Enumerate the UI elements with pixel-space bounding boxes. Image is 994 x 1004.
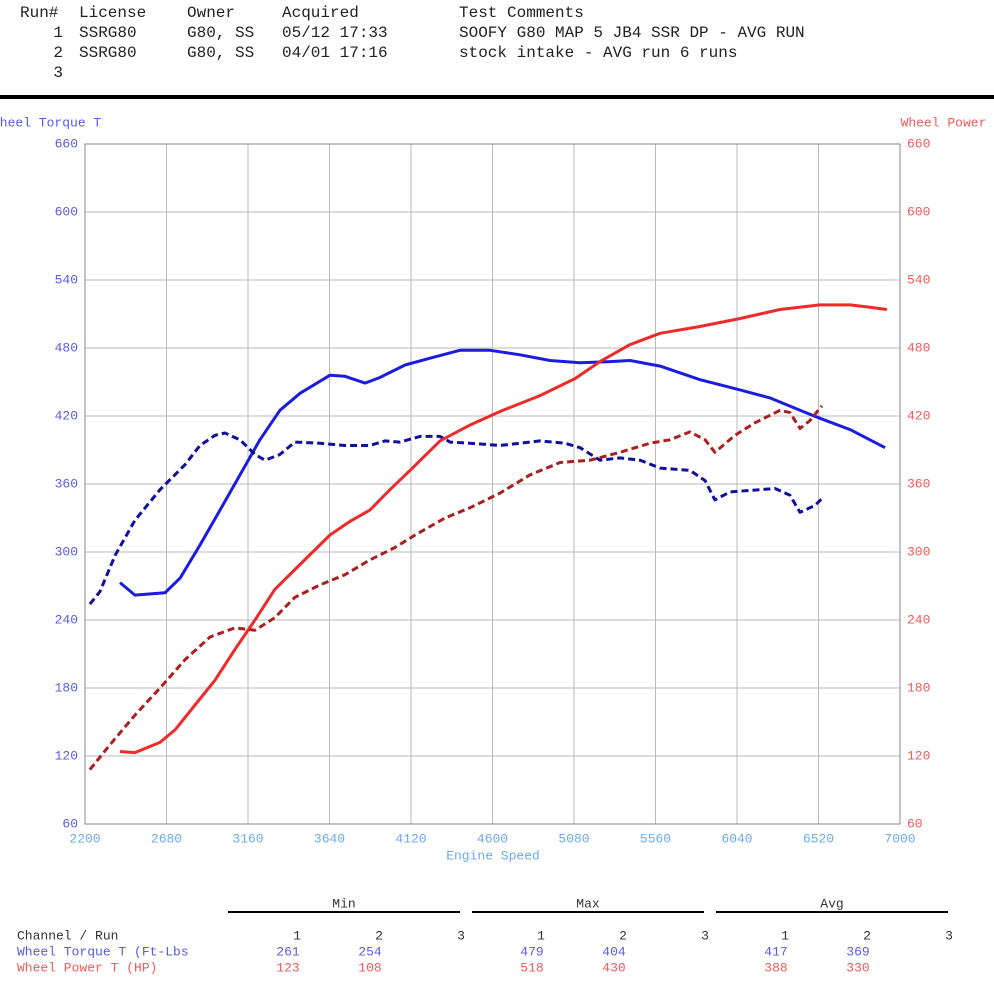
y-tick-label: 420 — [55, 408, 78, 423]
y-tick-label: 660 — [55, 136, 78, 151]
x-tick-label: 4600 — [477, 831, 508, 846]
series-line — [88, 431, 823, 606]
stats-run: 1 — [781, 928, 789, 943]
y2-tick-label: 600 — [907, 204, 930, 219]
stats-value: 369 — [846, 944, 869, 959]
x-tick-label: 7000 — [884, 831, 915, 846]
header-column: Test Comments — [459, 4, 584, 22]
y-axis-label: Wheel Torque T — [0, 115, 101, 130]
y-tick-label: 480 — [55, 340, 78, 355]
x-tick-label: 2200 — [69, 831, 100, 846]
stats-value: 123 — [276, 960, 299, 975]
stats-value: 261 — [276, 944, 300, 959]
series-line — [119, 348, 886, 597]
stats-channel: Wheel Power T (HP) — [17, 960, 157, 975]
y-tick-label: 60 — [62, 816, 78, 831]
x-tick-label: 6040 — [721, 831, 752, 846]
x-tick-label: 5560 — [640, 831, 671, 846]
stats-run: 1 — [537, 928, 545, 943]
stats-value: 404 — [602, 944, 626, 959]
y2-tick-label: 60 — [907, 816, 923, 831]
stats-value: 518 — [520, 960, 543, 975]
stats-label: Channel / Run — [17, 928, 118, 943]
stats-run: 2 — [863, 928, 871, 943]
header-cell: SOOFY G80 MAP 5 JB4 SSR DP - AVG RUN — [459, 24, 805, 42]
stats-value: 388 — [764, 960, 787, 975]
stats-value: 330 — [846, 960, 869, 975]
stats-channel: Wheel Torque T (Ft-Lbs — [17, 944, 189, 959]
stats-value: 479 — [520, 944, 543, 959]
x-tick-label: 6520 — [803, 831, 834, 846]
stats-run: 3 — [945, 928, 953, 943]
y2-tick-label: 180 — [907, 680, 930, 695]
stats-run: 2 — [375, 928, 383, 943]
x-tick-label: 5080 — [558, 831, 589, 846]
y2-tick-label: 420 — [907, 408, 930, 423]
stats-run: 2 — [619, 928, 627, 943]
stats-group: Avg — [820, 896, 843, 911]
y2-tick-label: 480 — [907, 340, 930, 355]
stats-value: 108 — [358, 960, 381, 975]
header-cell: G80, SS — [187, 44, 254, 62]
stats-group: Max — [576, 896, 600, 911]
header-cell: 1 — [53, 24, 63, 42]
stats-run: 3 — [457, 928, 465, 943]
y-tick-label: 180 — [55, 680, 78, 695]
y-tick-label: 360 — [55, 476, 78, 491]
stats-value: 417 — [764, 944, 787, 959]
header-cell: 04/01 17:16 — [282, 44, 388, 62]
header-cell: 05/12 17:33 — [282, 24, 388, 42]
series-line — [88, 404, 824, 771]
y2-tick-label: 540 — [907, 272, 930, 287]
y-tick-label: 600 — [55, 204, 78, 219]
y2-axis-label: Wheel Power T — [901, 115, 994, 130]
header-cell: SSRG80 — [79, 44, 137, 62]
plot-frame — [84, 143, 901, 825]
stats-value: 430 — [602, 960, 625, 975]
y-tick-label: 240 — [55, 612, 78, 627]
y-tick-label: 540 — [55, 272, 78, 287]
y-tick-label: 300 — [55, 544, 78, 559]
x-tick-label: 3160 — [232, 831, 263, 846]
header-column: Owner — [187, 4, 235, 22]
series-line — [119, 303, 888, 755]
header-cell: stock intake - AVG run 6 runs — [459, 44, 737, 62]
header-column: Run# — [20, 4, 59, 22]
stats-run: 1 — [293, 928, 301, 943]
y2-tick-label: 120 — [907, 748, 930, 763]
x-tick-label: 4120 — [395, 831, 426, 846]
x-tick-label: 3640 — [314, 831, 345, 846]
header-column: License — [79, 4, 146, 22]
header-cell: G80, SS — [187, 24, 254, 42]
stats-group: Min — [332, 896, 355, 911]
y2-tick-label: 360 — [907, 476, 930, 491]
x-tick-label: 2680 — [151, 831, 182, 846]
stats-run: 3 — [701, 928, 709, 943]
y-tick-label: 120 — [55, 748, 78, 763]
stats-value: 254 — [358, 944, 382, 959]
header-column: Acquired — [282, 4, 359, 22]
header-cell: 2 — [53, 44, 63, 62]
x-axis-label: Engine Speed — [446, 848, 540, 863]
header-cell: 3 — [53, 64, 63, 82]
y2-tick-label: 300 — [907, 544, 930, 559]
y2-tick-label: 240 — [907, 612, 930, 627]
y2-tick-label: 660 — [907, 136, 930, 151]
header-cell: SSRG80 — [79, 24, 137, 42]
